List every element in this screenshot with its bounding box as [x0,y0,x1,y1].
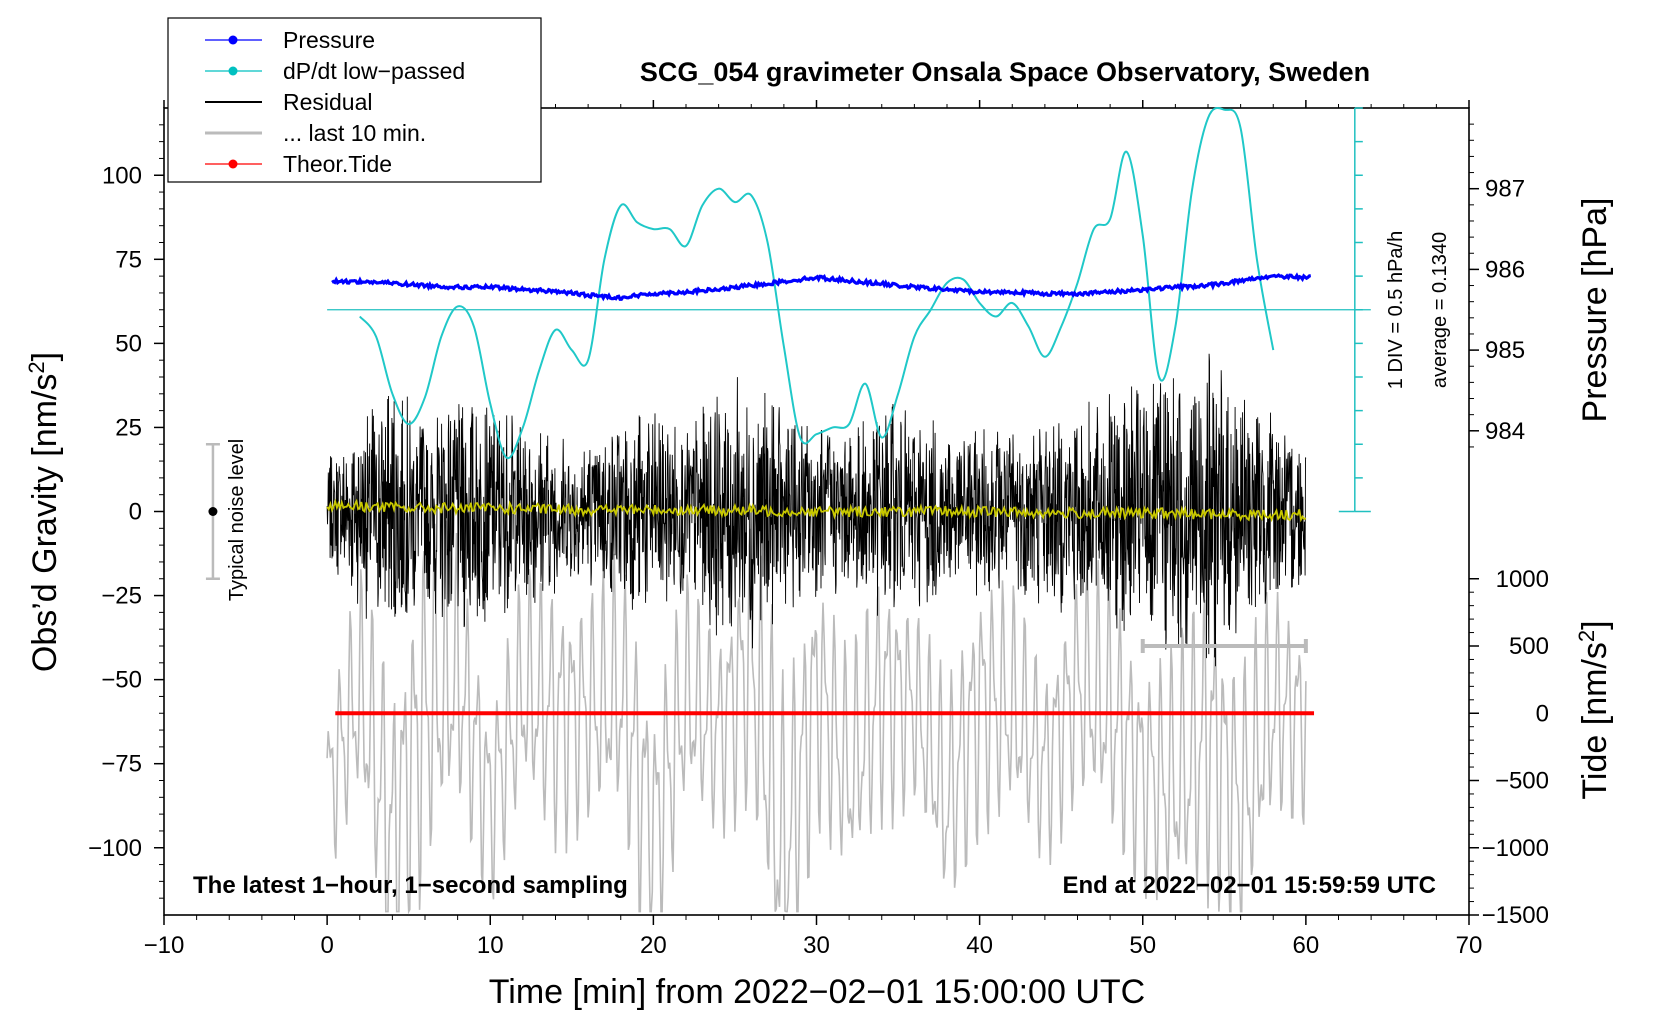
x-tick-label: 10 [477,932,504,959]
legend-swatch-marker [228,35,238,45]
dpdt-average-label: average = 0.1340 [1429,232,1451,388]
x-tick-label: 50 [1129,932,1156,959]
dpdt-scale [327,107,1371,513]
y-tick-label: −100 [88,835,142,862]
x-tick-label: 0 [320,932,333,959]
pressure-tick-label: 984 [1485,418,1525,445]
legend-box [167,17,542,183]
pressure-line [331,272,1312,302]
legend-label: Residual [283,89,373,115]
noise-bar-dot [208,507,218,516]
residual-series [326,353,1307,667]
y-axis-pressure: 984 985 986 987 [1469,123,1525,448]
tide-tick-label: −500 [1495,768,1549,795]
y-tick-label: 25 [115,414,142,441]
y-tick-label: −75 [101,751,142,778]
x-tick-label: 70 [1456,932,1483,959]
last10-series [326,520,1307,915]
legend-label: Pressure [283,27,375,53]
tide-tick-label: 1000 [1496,566,1549,593]
yellow-series [326,498,1307,523]
residual-line [326,353,1307,667]
y-tick-label: −25 [101,583,142,610]
x-tick-label: 30 [803,932,830,959]
x-tick-label: 20 [640,932,667,959]
dpdt-series [359,107,1275,460]
yellow-line [326,498,1307,523]
x-tick-label: −10 [144,932,185,959]
dpdt-line [359,107,1275,460]
legend-label: Theor.Tide [283,151,392,177]
tide-tick-label: 500 [1509,633,1549,660]
annotation-end-time: End at 2022−02−01 15:59:59 UTC [1062,872,1436,899]
pressure-tick-label: 985 [1485,337,1525,364]
annotation-sampling: The latest 1−hour, 1−second sampling [193,872,628,899]
tide-tick-label: 0 [1536,700,1549,727]
y-axis-label: Obs’d Gravity [nm/s2] [24,352,65,672]
chart-title: SCG_054 gravimeter Onsala Space Observat… [640,57,1370,87]
y2-axis-label: Pressure [hPa] [1576,198,1614,423]
noise-bar [205,443,220,580]
y-tick-label: −50 [101,667,142,694]
y-tick-label: 75 [115,246,142,273]
x-axis-label: Time [min] from 2022−02−01 15:00:00 UTC [489,973,1145,1011]
y-axis-tide: −1500 −1000 −500 0 500 1000 [1469,566,1549,929]
y-tick-label: 100 [102,162,142,189]
last10-bar [1140,639,1308,653]
legend-swatch-marker [228,66,238,76]
x-tick-label: 60 [1293,932,1320,959]
tide-tick-label: −1500 [1482,902,1549,929]
legend-label: dP/dt low−passed [283,58,465,84]
y-tick-label: 50 [115,330,142,357]
legend-swatch-marker [228,159,238,169]
noise-bar-label: Typical noise level [226,439,248,601]
legend-label: ... last 10 min. [283,120,426,146]
last10-line [326,520,1307,915]
legend: Pressure dP/dt low−passed Residual ... last… [167,17,542,183]
dpdt-scale-label: 1 DIV = 0.5 hPa/h [1385,231,1407,389]
pressure-series [331,272,1312,302]
y3-axis-label: Tide [nm/s2] [1574,620,1615,799]
pressure-tick-label: 987 [1485,176,1525,203]
x-axis: −10 0 10 20 30 40 50 60 70 [144,100,1483,959]
tide-tick-label: −1000 [1482,835,1549,862]
y-axis-gravity: −100 −75 −50 −25 0 25 50 75 100 [88,124,164,899]
x-tick-label: 40 [966,932,993,959]
pressure-tick-label: 986 [1485,256,1525,283]
y-tick-label: 0 [129,499,142,526]
